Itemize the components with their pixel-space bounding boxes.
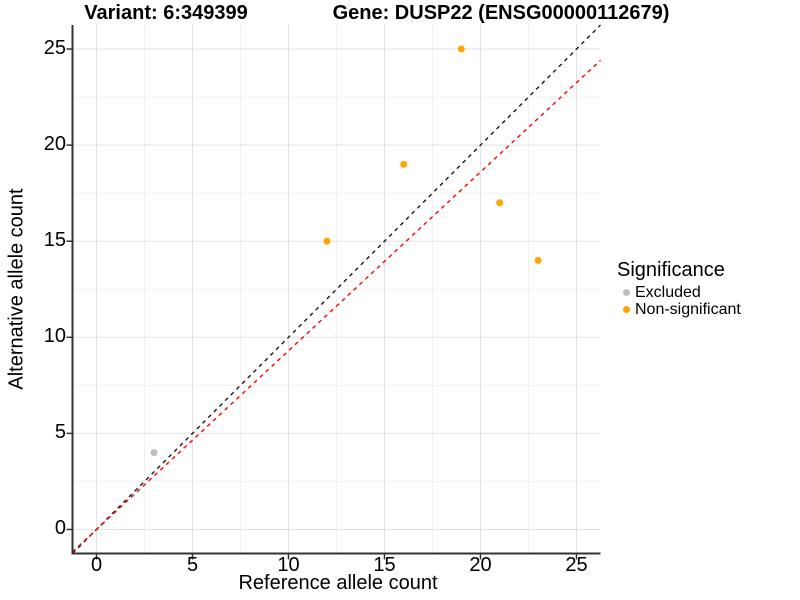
- non-significant-dot-icon: [623, 306, 630, 313]
- data-point-non-significant: [496, 199, 504, 207]
- data-point-excluded: [150, 449, 158, 457]
- data-point-non-significant: [323, 237, 331, 245]
- y-tick-label: 15: [43, 229, 66, 252]
- y-tick-label: 0: [54, 517, 66, 540]
- x-tick-label: 25: [565, 554, 588, 576]
- plot-title-gene: Gene: DUSP22 (ENSG00000112679): [332, 2, 670, 24]
- legend: Significance Excluded Non-significant: [617, 260, 741, 318]
- x-tick-label: 5: [186, 554, 199, 576]
- y-tick-label: 25: [43, 37, 66, 60]
- x-axis-title: Reference allele count: [238, 572, 438, 594]
- legend-item-non-significant: Non-significant: [617, 301, 741, 318]
- x-tick-label: 10: [277, 554, 300, 576]
- plot-title-variant: Variant: 6:349399: [84, 2, 248, 24]
- legend-label-excluded: Excluded: [635, 283, 701, 301]
- legend-label-non-significant: Non-significant: [635, 300, 741, 318]
- data-point-non-significant: [457, 45, 465, 53]
- y-axis-title: Alternative allele count: [5, 188, 28, 390]
- data-point-non-significant: [400, 160, 408, 168]
- legend-title: Significance: [617, 259, 725, 281]
- data-point-non-significant: [534, 256, 542, 264]
- legend-item-excluded: Excluded: [617, 284, 741, 301]
- excluded-dot-icon: [623, 289, 630, 296]
- y-tick-label: 5: [54, 421, 66, 444]
- x-tick-label: 20: [469, 554, 492, 576]
- x-tick-label: 0: [90, 554, 103, 576]
- y-tick-label: 20: [43, 133, 66, 156]
- expected-ratio-line: [72, 59, 601, 553]
- y-tick-label: 10: [43, 325, 66, 348]
- x-tick-label: 15: [373, 554, 396, 576]
